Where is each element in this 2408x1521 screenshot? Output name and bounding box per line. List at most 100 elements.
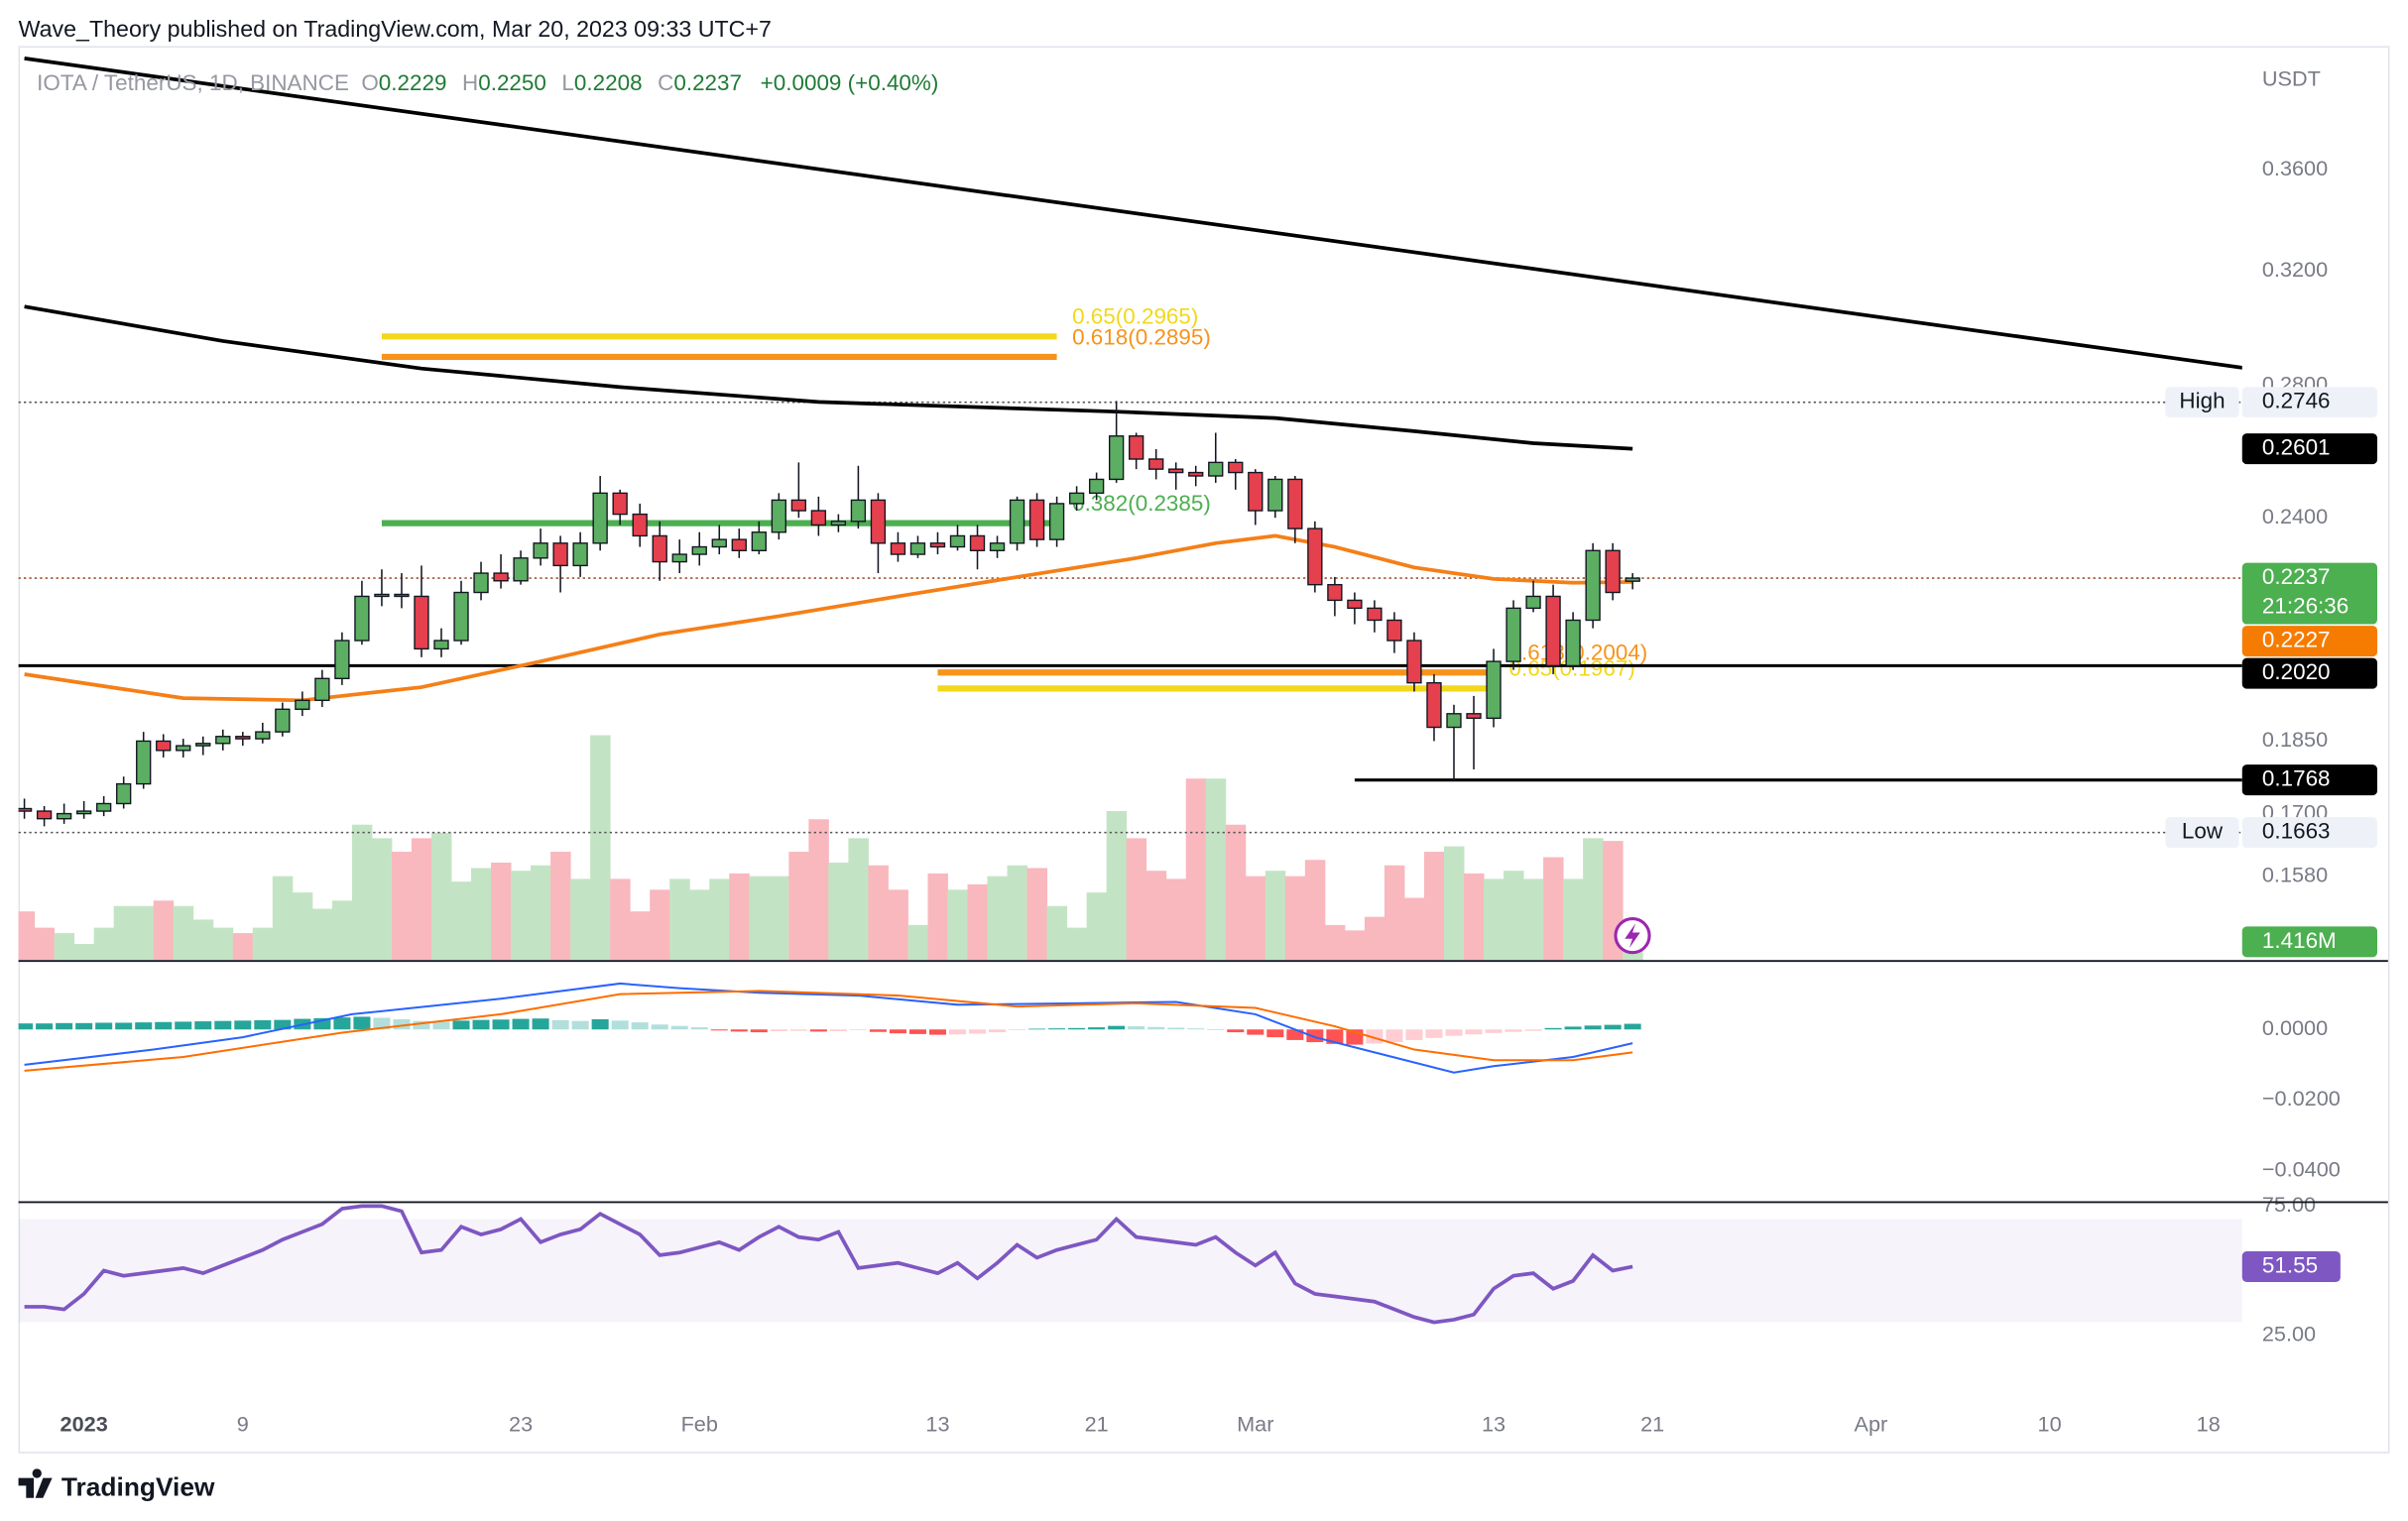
candle-body [552,542,568,567]
macd-histogram-bar [1286,1029,1304,1040]
candle-body [1148,458,1164,470]
candle-body [1505,607,1521,662]
macd-histogram-bar [373,1017,391,1030]
macd-histogram-bar [908,1029,926,1034]
volume-bar [411,838,432,961]
candle-body [929,542,946,548]
macd-histogram-bar [770,1029,787,1032]
candle-body [433,640,449,650]
volume-bar [1046,905,1068,961]
macd-histogram-bar [1624,1023,1641,1030]
fib-label: 0.382(0.2385) [1072,491,1211,516]
volume-bar [590,735,611,961]
candle-body [1525,595,1541,610]
volume-bar [1384,865,1405,961]
candle-body [1466,713,1482,720]
candle-body [334,640,350,680]
macd-histogram-bar [948,1029,967,1035]
candle-body [453,591,469,642]
macd-histogram-bar [1445,1029,1463,1036]
candle-body [18,807,33,812]
candle-body [632,513,648,537]
volume-bar [73,944,95,961]
macd-histogram-bar [928,1029,947,1035]
volume-bar [1284,876,1306,961]
macd-histogram-bar [1187,1028,1205,1030]
candle-body [1367,607,1383,622]
volume-bar [650,889,670,961]
indicator-line [24,304,1633,451]
candle-body [1248,471,1264,512]
macd-histogram-bar [1009,1029,1026,1031]
macd-histogram-bar [1405,1029,1423,1040]
volume-bar [133,905,155,961]
macd-histogram-bar [115,1022,133,1030]
candle-body [136,740,152,785]
macd-histogram-bar [829,1029,847,1032]
candle-body [810,510,827,526]
volume-bar [669,878,690,961]
rsi-band [18,1219,2242,1323]
macd-histogram-bar [214,1020,232,1030]
macd-histogram-bar [1524,1029,1542,1031]
macd-histogram-bar [611,1020,629,1030]
legend: IOTA / TetherUS, 1D, BINANCE O0.2229 H0.… [37,70,938,95]
volume-bar [1225,824,1247,961]
volume-bar [610,878,631,961]
candle-body [1386,619,1402,642]
candle-body [414,595,429,650]
volume-bar [1364,916,1385,961]
macd-histogram-bar [333,1017,351,1030]
x-tick-label: Feb [681,1412,718,1437]
volume-bar [947,889,968,961]
candle-body [1486,660,1502,720]
candle-body [890,542,906,555]
macd-histogram-bar [710,1029,728,1031]
indicator-line [24,57,2242,370]
fib-label: 0.65(0.2965) [1072,304,1198,329]
candle-body [1585,549,1601,622]
candle-body [235,736,251,740]
volume-bar [1066,927,1088,961]
macd-histogram-bar [1227,1029,1245,1033]
volume-bar [630,911,651,961]
price-tag [2241,657,2378,689]
macd-histogram-bar [512,1018,530,1030]
candle-body [1267,478,1283,512]
volume-bar [1126,838,1147,961]
candle-body [116,782,132,805]
volume-bar [769,876,789,961]
macd-histogram-bar [670,1025,688,1030]
macd-histogram-bar [492,1019,510,1030]
logo-mark [18,1468,53,1498]
macd-tick-label: −0.0400 [2262,1156,2341,1181]
price-tag [2241,387,2378,418]
macd-tick-label: −0.0200 [2262,1086,2341,1111]
price-tag-label: 0.2020 [2262,659,2331,684]
macd-histogram-bar [1128,1026,1145,1030]
candle-body [652,534,667,563]
volume-bar [18,911,36,961]
candle-body [1625,577,1640,582]
candle-body [1228,461,1244,474]
candle-body [1347,599,1363,610]
rsi-tag [2241,1250,2341,1282]
price-tag-name-box [2165,387,2239,418]
macd-histogram-bar [1505,1029,1522,1032]
x-tick-label: 2023 [60,1412,108,1437]
macd-histogram-bar [1544,1027,1562,1030]
volume-bar [430,832,452,961]
volume-bar [491,862,512,961]
macd-histogram-bar [1108,1025,1126,1030]
main-pane: 0.65(0.2965)0.618(0.2895) 0.382(0.2385) 0.… [18,57,2242,961]
macd-histogram-bar [472,1019,490,1030]
candle-body [1545,595,1561,667]
candle-body [1406,640,1422,684]
candle-body [56,812,72,820]
volume-bar [1185,778,1207,961]
footer-logo: TradingView [18,1468,215,1501]
macd-histogram-bar [75,1022,93,1030]
macd-histogram-bar [353,1016,371,1030]
volume-tag-label: 1.416M [2262,928,2337,953]
